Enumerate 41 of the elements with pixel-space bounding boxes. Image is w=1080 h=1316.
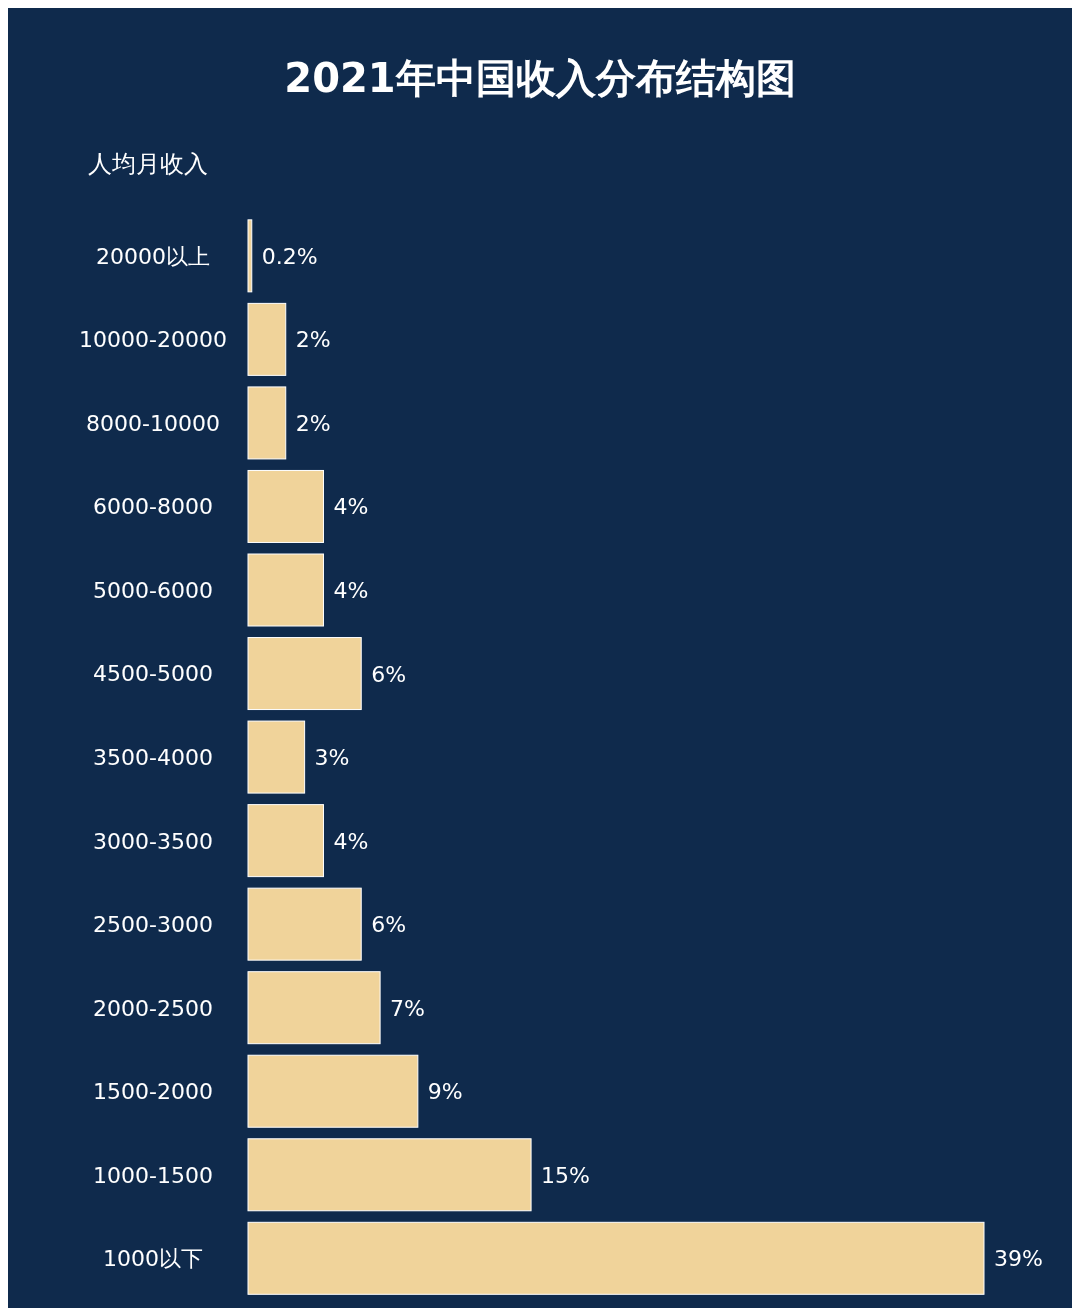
- y-tick-label: 2000-2500: [93, 995, 213, 1021]
- y-tick-label: 10000-20000: [79, 327, 227, 353]
- y-tick-label: 2500-3000: [93, 912, 213, 938]
- data-label: 15%: [541, 1162, 590, 1188]
- data-label: 4%: [333, 828, 369, 854]
- bar: [247, 971, 381, 1045]
- bar: [247, 302, 287, 376]
- data-label: 6%: [371, 912, 407, 938]
- bar: [247, 637, 362, 711]
- y-tick-label: 3500-4000: [93, 745, 213, 770]
- y-tick-label: 1000-1500: [93, 1162, 213, 1188]
- data-label: 0.2%: [261, 243, 318, 269]
- data-label: 4%: [333, 578, 369, 603]
- y-tick-label: 4500-5000: [93, 661, 213, 687]
- y-tick-label: 20000以上: [96, 243, 210, 269]
- y-tick-label: 1000以下: [103, 1246, 203, 1272]
- y-tick-label: 3000-3500: [93, 828, 213, 854]
- data-label: 39%: [994, 1246, 1043, 1272]
- data-label: 6%: [371, 661, 407, 687]
- bar: [247, 1054, 419, 1128]
- data-label: 2%: [295, 327, 331, 353]
- bar: [247, 720, 306, 794]
- bar: [247, 804, 324, 878]
- data-label: 4%: [333, 494, 369, 520]
- data-label: 7%: [390, 995, 426, 1021]
- bar: [247, 1138, 532, 1212]
- bar: [247, 1221, 985, 1295]
- y-tick-label: 5000-6000: [93, 577, 213, 603]
- y-axis-title: 人均月收入: [87, 149, 209, 180]
- y-tick-label: 1500-2000: [93, 1079, 213, 1105]
- chart-title: 2021年中国收入分布结构图: [283, 53, 797, 103]
- y-tick-label: 6000-8000: [93, 494, 213, 520]
- bar: [247, 386, 287, 460]
- data-label: 2%: [295, 410, 331, 436]
- data-label: 9%: [427, 1079, 463, 1105]
- bar: [247, 887, 362, 961]
- bar: [247, 219, 253, 293]
- y-tick-label: 8000-10000: [86, 410, 220, 436]
- data-label: 3%: [314, 745, 350, 771]
- bar: [247, 469, 324, 543]
- bar: [247, 553, 324, 627]
